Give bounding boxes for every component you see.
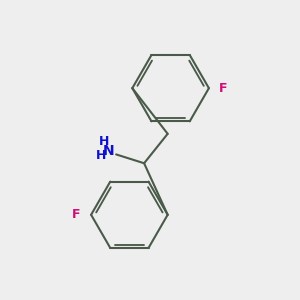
Text: F: F (72, 208, 81, 221)
Text: H: H (99, 135, 110, 148)
Text: H: H (96, 149, 106, 162)
Text: N: N (103, 145, 115, 158)
Text: F: F (219, 82, 228, 95)
